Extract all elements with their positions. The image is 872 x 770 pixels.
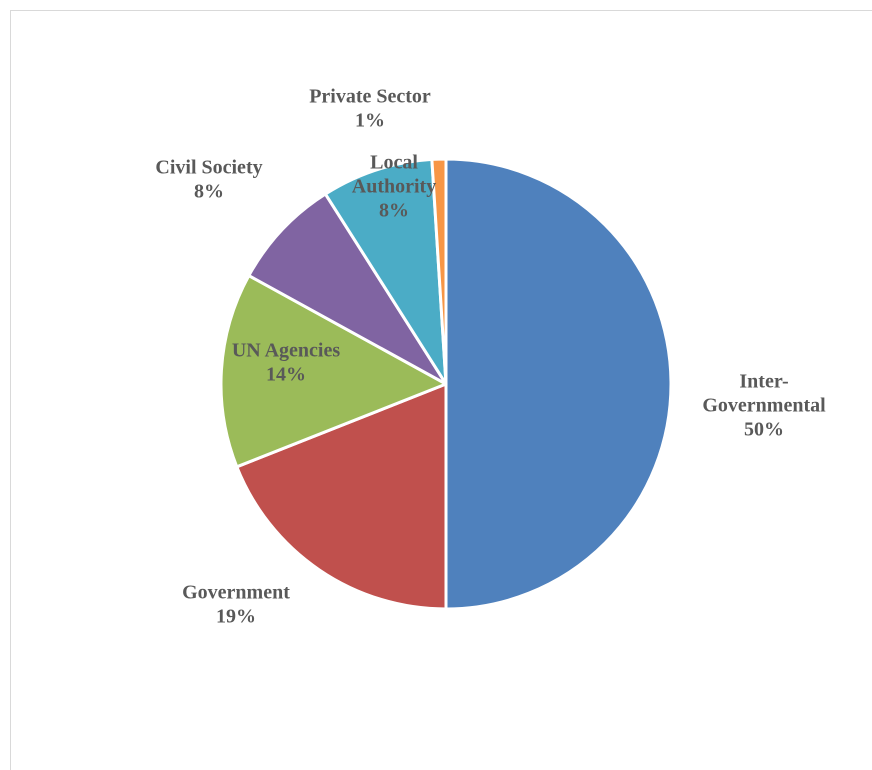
pie-slice-government [235, 382, 448, 611]
data-label-local-authority: Local Authority 8% [352, 152, 436, 222]
pie-labels: Inter-Governmental 50% Government 19% UN Age… [155, 86, 826, 628]
pie-slice-civil-society [247, 192, 448, 386]
data-label-inter-governmental: Inter-Governmental 50% [702, 371, 826, 441]
pie-slice-inter-governmental [444, 157, 673, 611]
pie-slice-local-authority [323, 157, 448, 386]
pie-slices [219, 157, 673, 611]
pie-slice-un-agencies [219, 274, 448, 469]
data-label-government: Government 19% [182, 582, 290, 628]
data-label-civil-society: Civil Society 8% [155, 157, 262, 203]
data-label-un-agencies: UN Agencies 14% [232, 340, 341, 386]
chart-frame [10, 10, 872, 770]
pie-slice-private-sector [430, 157, 448, 386]
data-label-private-sector: Private Sector 1% [309, 86, 431, 132]
